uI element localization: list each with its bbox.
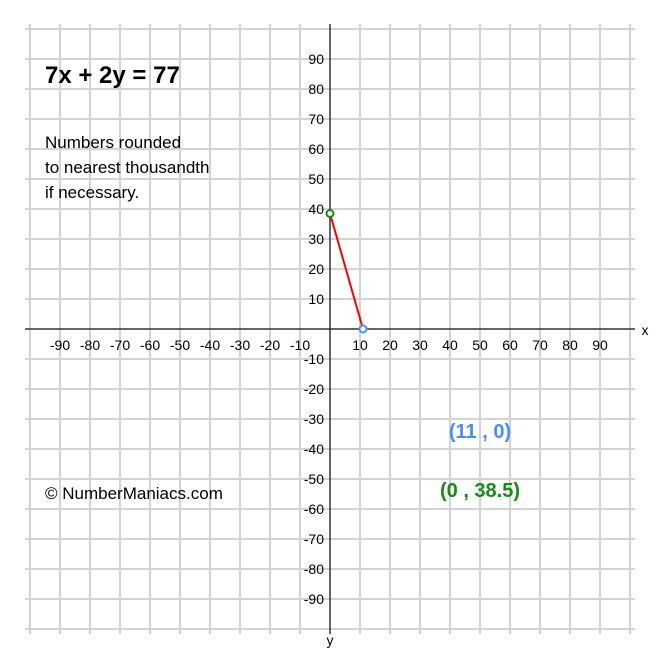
x-axis-label: x (642, 322, 649, 338)
y-tick-label: 50 (308, 171, 324, 187)
x-intercept-marker (358, 324, 368, 334)
x-tick-label: 10 (352, 337, 368, 353)
y-tick-label: -40 (304, 441, 324, 457)
note-line-3: if necessary. (45, 183, 140, 202)
y-tick-label: 90 (308, 51, 324, 67)
x-tick-label: -40 (200, 337, 220, 353)
y-tick-label: 70 (308, 111, 324, 127)
x-tick-label: 30 (412, 337, 428, 353)
y-tick-label: -20 (304, 381, 324, 397)
copyright: © NumberManiacs.com (45, 484, 223, 503)
y-tick-label: 30 (308, 231, 324, 247)
x-tick-label: -50 (170, 337, 190, 353)
x-tick-label: 40 (442, 337, 458, 353)
x-tick-label: -60 (140, 337, 160, 353)
x-tick-label: -70 (110, 337, 130, 353)
x-tick-label: -80 (80, 337, 100, 353)
y-tick-label: 60 (308, 141, 324, 157)
y-tick-label: -60 (304, 501, 324, 517)
y-axis-label: y (327, 632, 334, 648)
x-tick-label: 70 (532, 337, 548, 353)
y-intercept-label: (0 , 38.5) (439, 480, 521, 502)
y-intercept-marker (325, 209, 335, 218)
x-tick-label: 60 (502, 337, 518, 353)
y-tick-label: 20 (308, 261, 324, 277)
y-tick-label: -30 (304, 411, 324, 427)
y-tick-label: 10 (308, 291, 324, 307)
x-tick-label: -30 (230, 337, 250, 353)
y-tick-label: 40 (308, 201, 324, 217)
x-tick-label: 50 (472, 337, 488, 353)
x-tick-label: 80 (562, 337, 578, 353)
x-intercept-label: (11 , 0) (448, 421, 512, 443)
note-line-1: Numbers rounded (45, 133, 182, 152)
equation-title: 7x + 2y = 77 (45, 62, 180, 89)
equation-line (329, 213, 364, 330)
y-tick-label: -80 (304, 561, 324, 577)
x-tick-label: -10 (290, 337, 310, 353)
note-line-2: to nearest thousandth (45, 158, 210, 177)
x-tick-label: -90 (50, 337, 70, 353)
y-tick-label: -50 (304, 471, 324, 487)
y-tick-label: -90 (304, 591, 324, 607)
x-tick-label: 20 (382, 337, 398, 353)
y-tick-label: -10 (304, 351, 324, 367)
x-tick-label: -20 (260, 337, 280, 353)
y-tick-label: -70 (304, 531, 324, 547)
y-tick-label: 80 (308, 81, 324, 97)
x-tick-label: 90 (592, 337, 608, 353)
